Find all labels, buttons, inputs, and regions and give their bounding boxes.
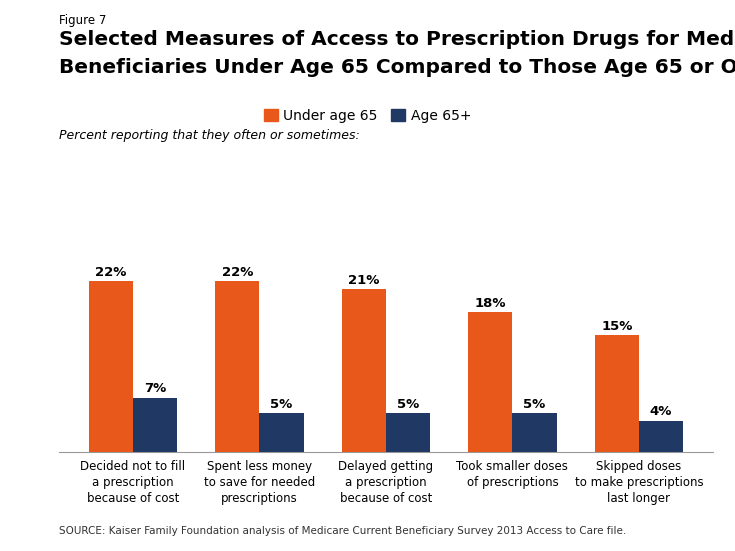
Text: 18%: 18% [475,297,506,310]
Bar [215,281,259,452]
Bar [512,413,556,452]
Bar [595,336,639,452]
Bar [133,397,177,452]
Text: 5%: 5% [397,398,419,410]
Bar [88,281,133,452]
Text: Figure 7: Figure 7 [59,14,106,27]
Text: Beneficiaries Under Age 65 Compared to Those Age 65 or Older: Beneficiaries Under Age 65 Compared to T… [59,58,735,77]
Legend: Under age 65, Age 65+: Under age 65, Age 65+ [258,104,477,128]
Bar [639,421,684,452]
Text: 7%: 7% [144,382,166,395]
Text: 4%: 4% [650,406,673,418]
Bar [468,312,512,452]
Text: 15%: 15% [601,320,633,333]
Bar [342,289,386,452]
Text: 5%: 5% [270,398,293,410]
Text: 5%: 5% [523,398,545,410]
Bar [259,413,304,452]
Text: 22%: 22% [95,266,126,279]
Text: 22%: 22% [221,266,253,279]
Text: Percent reporting that they often or sometimes:: Percent reporting that they often or som… [59,129,359,143]
Bar [386,413,430,452]
Text: Selected Measures of Access to Prescription Drugs for Medicare: Selected Measures of Access to Prescript… [59,30,735,49]
Text: 21%: 21% [348,274,379,287]
Text: SOURCE: Kaiser Family Foundation analysis of Medicare Current Beneficiary Survey: SOURCE: Kaiser Family Foundation analysi… [59,526,626,536]
